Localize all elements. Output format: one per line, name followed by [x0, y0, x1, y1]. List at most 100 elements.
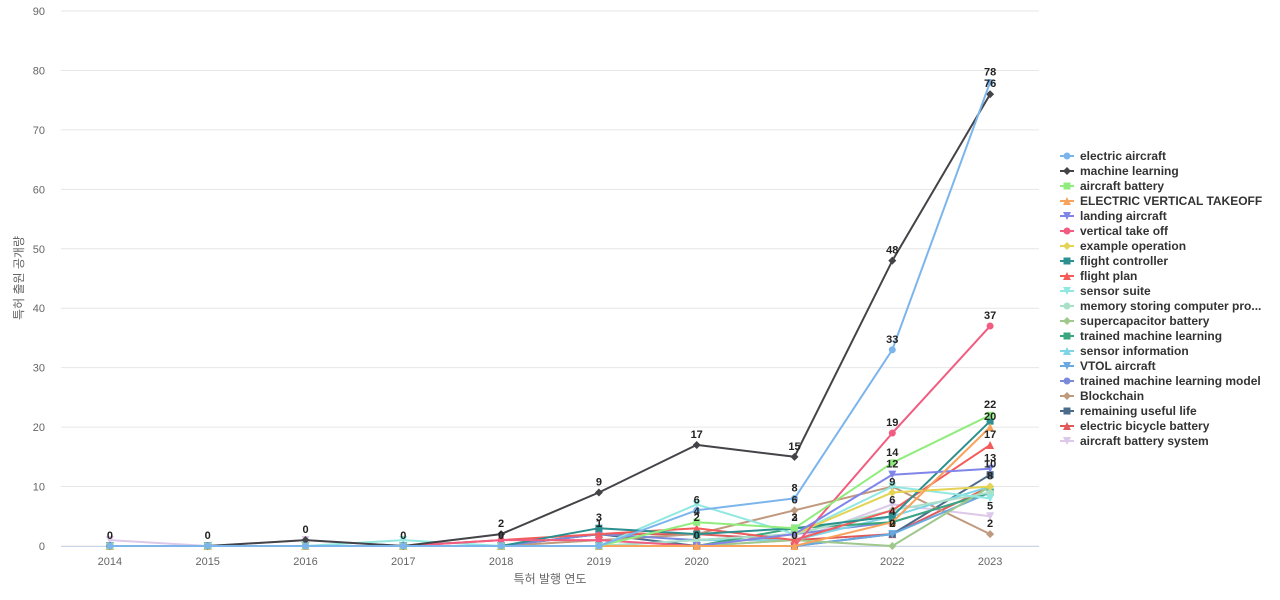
data-point	[888, 506, 897, 515]
legend-label: VTOL aircraft	[1080, 359, 1156, 373]
data-point	[888, 459, 896, 467]
legend-item[interactable]: landing aircraft	[1060, 209, 1167, 223]
x-tick-label: 2018	[489, 556, 513, 568]
data-point	[888, 530, 897, 539]
data-point	[692, 500, 701, 509]
data-label: 0	[889, 518, 895, 530]
legend-marker	[1063, 317, 1071, 325]
data-point	[986, 440, 995, 449]
data-label: 4	[694, 506, 701, 518]
legend-marker	[1063, 392, 1071, 400]
legend-item[interactable]: electric aircraft	[1060, 149, 1166, 163]
data-label: 6	[694, 494, 700, 506]
data-point	[594, 488, 603, 497]
data-point	[595, 536, 603, 544]
data-label: 10	[984, 459, 996, 471]
legend-item[interactable]: sensor suite	[1060, 284, 1151, 298]
data-label: 0	[498, 530, 504, 542]
data-point	[790, 506, 799, 515]
data-label: 12	[886, 459, 898, 471]
data-point	[986, 482, 995, 491]
data-point	[888, 470, 897, 479]
data-label: 17	[984, 429, 996, 441]
legend-marker	[1063, 212, 1071, 220]
data-point	[986, 464, 995, 473]
y-tick-label: 70	[33, 125, 45, 137]
legend-item[interactable]: aircraft battery	[1060, 179, 1164, 193]
data-point	[986, 322, 994, 330]
x-tick-label: 2017	[391, 556, 415, 568]
legend-label: vertical take off	[1080, 224, 1169, 238]
data-label: 2	[694, 512, 700, 524]
legend-item[interactable]: electric bicycle battery	[1060, 419, 1210, 433]
data-point	[497, 530, 506, 539]
legend-label: sensor suite	[1080, 284, 1151, 298]
series-line	[109, 93, 991, 547]
data-point	[986, 512, 995, 521]
legend-label: ELECTRIC VERTICAL TAKEOFF	[1080, 194, 1262, 208]
legend-item[interactable]: trained machine learning	[1060, 329, 1222, 343]
data-label: 0	[400, 530, 406, 542]
y-tick-label: 60	[33, 184, 45, 196]
y-tick-label: 0	[39, 541, 45, 553]
legend-label: Blockchain	[1080, 389, 1144, 403]
data-point	[986, 494, 995, 503]
data-label: 3	[791, 512, 797, 524]
legend-item[interactable]: VTOL aircraft	[1060, 359, 1156, 373]
data-point	[986, 423, 995, 432]
legend-item[interactable]: flight controller	[1060, 254, 1168, 268]
data-point	[692, 440, 701, 449]
data-label: 15	[788, 441, 800, 453]
legend-label: flight plan	[1080, 269, 1137, 283]
legend-item[interactable]: flight plan	[1060, 269, 1137, 283]
data-point	[888, 256, 897, 265]
series-layer	[105, 78, 995, 550]
grid-lines	[61, 10, 1039, 547]
data-point	[888, 500, 897, 509]
legend-marker	[1063, 152, 1071, 160]
data-label: 17	[691, 429, 703, 441]
data-point	[791, 494, 798, 502]
legend-item[interactable]: vertical take off	[1060, 224, 1169, 238]
data-label: 1	[596, 518, 602, 530]
x-axis-title: 특허 발행 연도	[514, 571, 587, 586]
data-point	[595, 542, 603, 550]
legend-item[interactable]: trained machine learning model	[1060, 374, 1261, 388]
data-label: 5	[987, 500, 993, 512]
legend-item[interactable]: machine learning	[1060, 164, 1179, 178]
legend-item[interactable]: memory storing computer pro...	[1060, 299, 1261, 313]
legend-item[interactable]: aircraft battery system	[1060, 434, 1209, 448]
legend-label: aircraft battery system	[1080, 434, 1209, 448]
legend-item[interactable]: remaining useful life	[1060, 404, 1197, 418]
data-label: 4	[889, 506, 896, 518]
data-label: 22	[984, 399, 996, 411]
data-point	[693, 530, 701, 538]
data-label: 2	[889, 518, 895, 530]
legend-marker	[1063, 422, 1071, 430]
legend-item[interactable]: ELECTRIC VERTICAL TAKEOFF	[1060, 194, 1262, 208]
legend-marker	[1063, 332, 1071, 340]
legend-item[interactable]: example operation	[1060, 239, 1186, 253]
legend-label: machine learning	[1080, 164, 1179, 178]
data-point	[399, 536, 408, 545]
legend-item[interactable]: supercapacitor battery	[1060, 314, 1210, 328]
legend-item[interactable]: Blockchain	[1060, 389, 1144, 403]
legend-marker	[1063, 287, 1071, 295]
series-electric-aircraft	[106, 78, 994, 550]
data-label: 8	[987, 471, 993, 483]
x-tick-label: 2023	[978, 556, 1002, 568]
data-point	[399, 542, 407, 550]
data-point	[204, 542, 212, 550]
legend-marker	[1063, 257, 1071, 265]
y-axis-title: 특허 출원 공개량	[12, 236, 26, 320]
legend-item[interactable]: sensor information	[1060, 344, 1189, 358]
data-label: 3	[596, 512, 602, 524]
data-label: 6	[889, 494, 895, 506]
data-point	[986, 417, 994, 425]
legend-label: electric bicycle battery	[1080, 419, 1210, 433]
data-point	[301, 536, 310, 545]
data-label: 14	[886, 447, 899, 459]
data-point	[888, 512, 896, 520]
